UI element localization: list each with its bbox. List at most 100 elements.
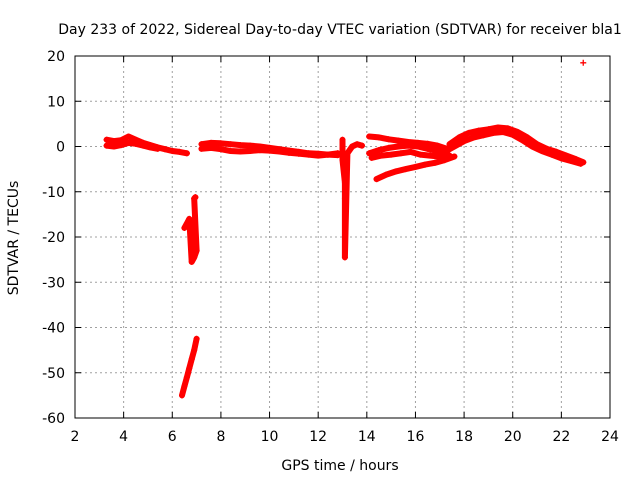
data-point: [183, 374, 190, 381]
x-tick-label: 14: [358, 429, 376, 445]
data-point: [434, 142, 441, 149]
x-tick-label: 20: [504, 429, 522, 445]
data-point: [395, 143, 402, 150]
data-point: [509, 131, 516, 138]
data-point: [538, 148, 545, 155]
data-point: [191, 254, 198, 261]
data-point: [402, 166, 409, 173]
data-series: [198, 144, 341, 159]
data-point: [227, 141, 234, 148]
data-point: [436, 153, 443, 160]
data-point: [125, 139, 132, 146]
data-point: [176, 148, 183, 155]
data-point: [461, 138, 468, 145]
data-point: [395, 137, 402, 144]
data-point: [186, 365, 193, 372]
data-point: [490, 129, 497, 136]
data-point: [237, 142, 244, 149]
data-point: [451, 143, 458, 150]
data-point: [339, 157, 346, 164]
data-point: [154, 145, 161, 152]
data-point: [193, 335, 200, 342]
y-tick-label: -40: [42, 321, 65, 337]
data-point: [422, 161, 429, 168]
data-point: [441, 148, 448, 155]
data-point: [217, 140, 224, 147]
data-point: [424, 145, 431, 152]
data-point: [366, 150, 373, 157]
data-point: [286, 149, 292, 156]
data-point: [378, 152, 385, 159]
y-axis-label: SDTVAR / TECUs: [6, 181, 22, 296]
data-point: [191, 347, 198, 354]
data-point: [103, 142, 110, 149]
data-point: [417, 151, 424, 158]
y-tick-label: -20: [42, 230, 65, 246]
data-point: [118, 142, 125, 149]
data-point: [305, 151, 312, 158]
data-point: [434, 148, 441, 155]
data-point: [375, 134, 382, 141]
x-tick-label: 24: [601, 429, 619, 445]
data-point: [247, 148, 254, 155]
data-point: [198, 145, 205, 152]
data-point: [397, 150, 404, 157]
data-point: [341, 195, 348, 202]
data-point: [193, 247, 200, 254]
data-point: [519, 137, 526, 144]
data-point: [405, 142, 412, 149]
data-point: [446, 152, 453, 159]
data-point: [465, 129, 472, 136]
data-point: [125, 133, 132, 140]
data-point: [192, 194, 199, 201]
data-point: [388, 151, 395, 158]
y-tick-label: -30: [42, 275, 65, 291]
data-point: [385, 136, 392, 143]
data-series: [179, 335, 200, 399]
x-tick-label: 18: [455, 429, 473, 445]
data-point: [344, 150, 351, 157]
data-point: [339, 136, 346, 143]
data-point: [247, 142, 254, 149]
data-series: [103, 139, 161, 152]
data-point: [568, 157, 575, 164]
data-point: [217, 146, 224, 153]
x-tick-label: 16: [407, 429, 425, 445]
x-tick-label: 10: [261, 429, 279, 445]
data-point: [480, 132, 487, 139]
data-points: [103, 59, 587, 399]
data-point: [276, 148, 283, 155]
data-point: [188, 356, 195, 363]
data-point: [375, 147, 382, 154]
data-point: [295, 150, 302, 157]
data-point: [188, 258, 195, 265]
data-point: [524, 134, 531, 141]
data-point: [368, 154, 375, 161]
data-point: [341, 254, 348, 261]
data-point: [324, 151, 331, 158]
y-tick-label: -60: [42, 411, 65, 427]
y-tick-label: 10: [47, 94, 65, 110]
data-series: [366, 142, 451, 157]
data-point: [427, 152, 434, 159]
y-tick-label: 20: [47, 49, 65, 65]
data-point: [181, 224, 188, 231]
data-point: [237, 148, 244, 155]
chart-title: Day 233 of 2022, Sidereal Day-to-day VTE…: [58, 22, 621, 38]
data-series: [366, 133, 451, 152]
data-point: [179, 392, 185, 399]
data-point: [227, 148, 234, 155]
data-series: [368, 148, 453, 161]
data-point: [183, 220, 190, 227]
data-point: [266, 147, 273, 154]
data-point: [500, 129, 506, 136]
data-series: [441, 129, 584, 167]
data-point: [341, 179, 348, 186]
data-point: [103, 136, 110, 143]
x-tick-label: 6: [168, 429, 177, 445]
data-point: [431, 159, 438, 166]
x-tick-label: 22: [552, 429, 570, 445]
data-point: [456, 134, 463, 141]
data-point: [412, 163, 419, 170]
axis-ticks: 2 4 6 8 10 12 14 16 18 20 22 2420100-10-20-30-40-50…: [42, 49, 619, 445]
